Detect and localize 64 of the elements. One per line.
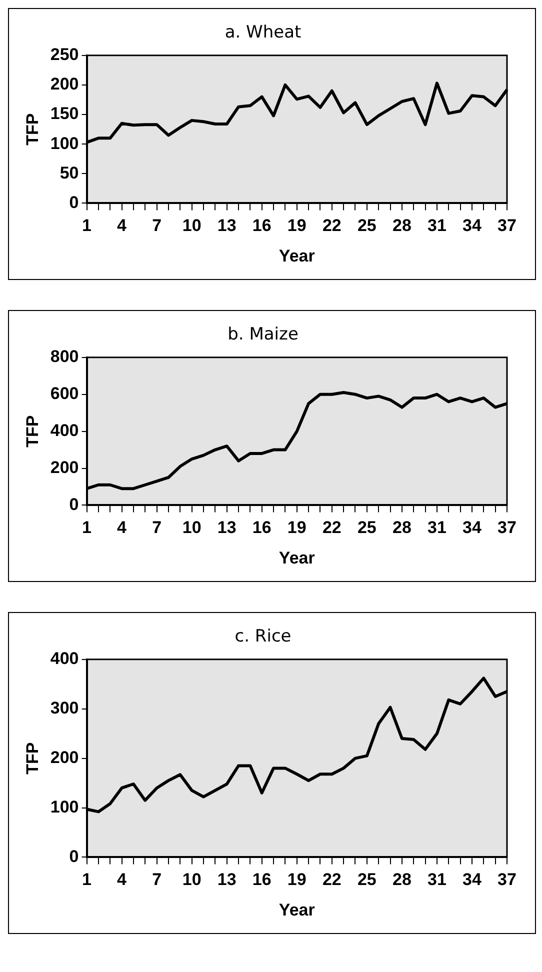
y-tick-label: 150 [50,104,79,124]
x-tick-label: 22 [322,870,342,890]
y-tick-label: 200 [50,74,79,94]
x-tick-label: 22 [322,216,342,236]
x-tick-label: 10 [182,870,202,890]
x-tick-label: 22 [322,518,342,538]
chart-title: b. Maize [228,324,298,345]
y-tick-label: 0 [69,494,79,514]
x-tick-label: 1 [82,216,92,236]
x-tick-label: 34 [462,518,482,538]
x-tick-label: 7 [152,216,162,236]
x-tick-label: 31 [428,870,446,890]
x-tick-label: 16 [252,216,272,236]
y-axis-title: TFP [22,415,42,448]
x-tick-label: 25 [357,870,376,890]
x-tick-label: 19 [287,870,306,890]
y-tick-label: 50 [60,163,79,182]
y-tick-label: 200 [50,458,79,477]
x-tick-label: 1 [82,870,92,890]
x-tick-label: 4 [117,216,128,236]
y-tick-label: 800 [50,347,79,366]
x-tick-label: 10 [182,216,202,236]
x-tick-label: 4 [117,518,128,538]
x-axis-title: Year [278,246,316,266]
x-tick-label: 16 [252,518,272,538]
y-tick-label: 100 [50,134,79,153]
x-tick-label: 13 [217,518,236,538]
y-axis-title: TFP [22,113,42,146]
x-tick-label: 37 [498,870,516,890]
x-tick-label: 34 [462,870,482,890]
y-tick-label: 300 [50,698,79,718]
x-tick-label: 7 [152,518,162,538]
x-tick-label: 34 [462,216,482,236]
x-tick-label: 7 [152,870,162,890]
y-tick-label: 400 [50,649,79,668]
y-tick-label: 200 [50,748,79,767]
x-tick-label: 13 [217,216,236,236]
x-tick-label: 28 [392,870,412,890]
y-tick-label: 250 [50,45,79,64]
y-tick-label: 600 [50,384,79,404]
y-tick-label: 100 [50,797,79,816]
chart-title: c. Rice [234,626,292,647]
chart-title: a. Wheat [224,22,302,43]
x-tick-label: 31 [428,518,446,538]
x-axis-title: Year [278,548,316,568]
x-tick-label: 16 [252,870,272,890]
x-tick-label: 13 [217,870,236,890]
x-tick-label: 37 [498,216,516,236]
y-tick-label: 400 [50,420,79,440]
x-tick-label: 28 [392,518,412,538]
x-tick-label: 19 [287,518,306,538]
y-axis-title: TFP [22,742,42,774]
x-tick-label: 25 [357,216,376,236]
x-axis-title: Year [278,900,316,920]
x-tick-label: 28 [392,216,412,236]
x-tick-label: 19 [287,216,306,236]
x-tick-label: 10 [182,518,202,538]
x-tick-label: 25 [357,518,376,538]
x-tick-label: 1 [82,518,92,538]
x-tick-label: 4 [117,870,128,890]
y-tick-label: 0 [69,192,79,212]
y-tick-label: 0 [69,846,79,866]
x-tick-label: 31 [428,216,446,236]
x-tick-label: 37 [498,518,516,538]
